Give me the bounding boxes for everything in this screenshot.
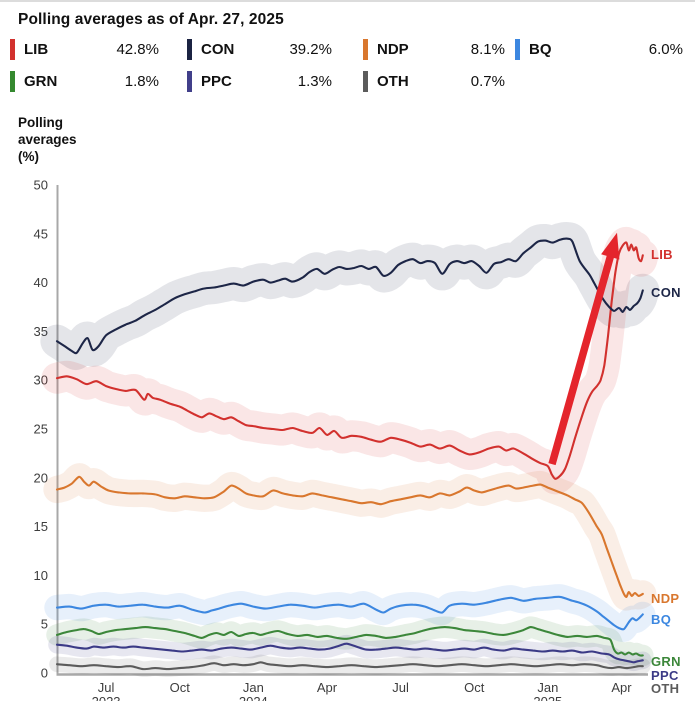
legend-swatch-NDP [363, 39, 368, 60]
legend-item-BQ: BQ 6.0% [515, 39, 688, 60]
legend-item-GRN: GRN 1.8% [10, 71, 177, 92]
x-tick-sublabel: 2023 [92, 694, 121, 701]
page-title: Polling averages as of Apr. 27, 2025 [18, 11, 284, 28]
legend-code: LIB [24, 41, 49, 58]
y-tick-label: 15 [34, 519, 48, 534]
x-tick-label: Apr [611, 680, 632, 695]
legend-value: 39.2% [289, 41, 332, 58]
series-line-OTH [55, 661, 644, 671]
y-axis-title: Polling averages (%) [18, 114, 77, 165]
series-line-CON [55, 237, 644, 355]
y-tick-label: 40 [34, 275, 48, 290]
series-line-GRN [55, 626, 644, 657]
legend-swatch-BQ [515, 39, 520, 60]
legend-value: 6.0% [648, 41, 683, 58]
series-line-PPC [55, 642, 644, 664]
legend-value: 42.8% [116, 41, 159, 58]
series-end-label-CON: CON [651, 285, 681, 300]
y-tick-label: 50 [34, 178, 48, 193]
series-band-CON [40, 222, 660, 370]
legend-code: NDP [377, 41, 409, 58]
series-end-label-BQ: BQ [651, 612, 671, 627]
legend-swatch-OTH [363, 71, 368, 92]
y-axis-title-line: Polling [18, 115, 63, 130]
legend-code: OTH [377, 73, 409, 90]
y-tick-label: 35 [34, 324, 48, 339]
surge-arrow-head [601, 232, 620, 260]
legend-value: 0.7% [470, 73, 505, 90]
y-tick-label: 45 [34, 226, 48, 241]
series-end-label-LIB: LIB [651, 247, 673, 262]
y-tick-label: 30 [34, 373, 48, 388]
y-axis-title-line: averages [18, 132, 77, 147]
series-end-label-GRN: GRN [651, 654, 681, 669]
series-band-NDP [43, 463, 657, 611]
legend-item-LIB: LIB 42.8% [10, 39, 177, 60]
x-tick-label: Oct [170, 680, 191, 695]
series-end-label-OTH: OTH [651, 681, 679, 696]
series-line-BQ [55, 595, 644, 631]
y-tick-label: 5 [41, 617, 48, 632]
y-tick-label: 10 [34, 568, 48, 583]
x-tick-label: Jan [243, 680, 264, 695]
y-axis-title-line: (%) [18, 149, 39, 164]
x-tick-label: Jul [98, 680, 115, 695]
series-line-NDP [55, 475, 644, 598]
x-tick-label: Jul [392, 680, 409, 695]
x-tick-sublabel: 2025 [533, 694, 562, 701]
legend-item-CON: CON 39.2% [177, 39, 353, 60]
y-tick-label: 25 [34, 422, 48, 437]
legend-swatch-GRN [10, 71, 15, 92]
legend-item-NDP: NDP 8.1% [353, 39, 515, 60]
legend-value: 1.3% [297, 73, 332, 90]
surge-arrow-shaft [548, 252, 615, 466]
legend-swatch-PPC [187, 71, 192, 92]
legend-value: 8.1% [470, 41, 505, 58]
x-tick-label: Oct [464, 680, 485, 695]
x-tick-label: Apr [317, 680, 338, 695]
legend-item-PPC: PPC 1.3% [177, 71, 353, 92]
legend-code: PPC [201, 73, 232, 90]
series-end-label-NDP: NDP [651, 591, 679, 606]
y-tick-label: 0 [41, 666, 48, 681]
legend-swatch-CON [187, 39, 192, 60]
x-tick-label: Jan [537, 680, 558, 695]
series-line-LIB [55, 241, 644, 480]
legend-swatch-LIB [10, 39, 15, 60]
y-tick-label: 20 [34, 470, 48, 485]
series-end-label-PPC: PPC [651, 668, 679, 683]
legend-item-OTH: OTH 0.7% [353, 71, 515, 92]
x-tick-sublabel: 2024 [239, 694, 268, 701]
legend-code: CON [201, 41, 235, 58]
legend-code: GRN [24, 73, 58, 90]
legend-value: 1.8% [124, 73, 159, 90]
legend: LIB 42.8% CON 39.2% NDP 8.1% BQ 6.0% GRN 1.8% PPC 1… [10, 39, 688, 92]
legend-code: BQ [529, 41, 552, 58]
